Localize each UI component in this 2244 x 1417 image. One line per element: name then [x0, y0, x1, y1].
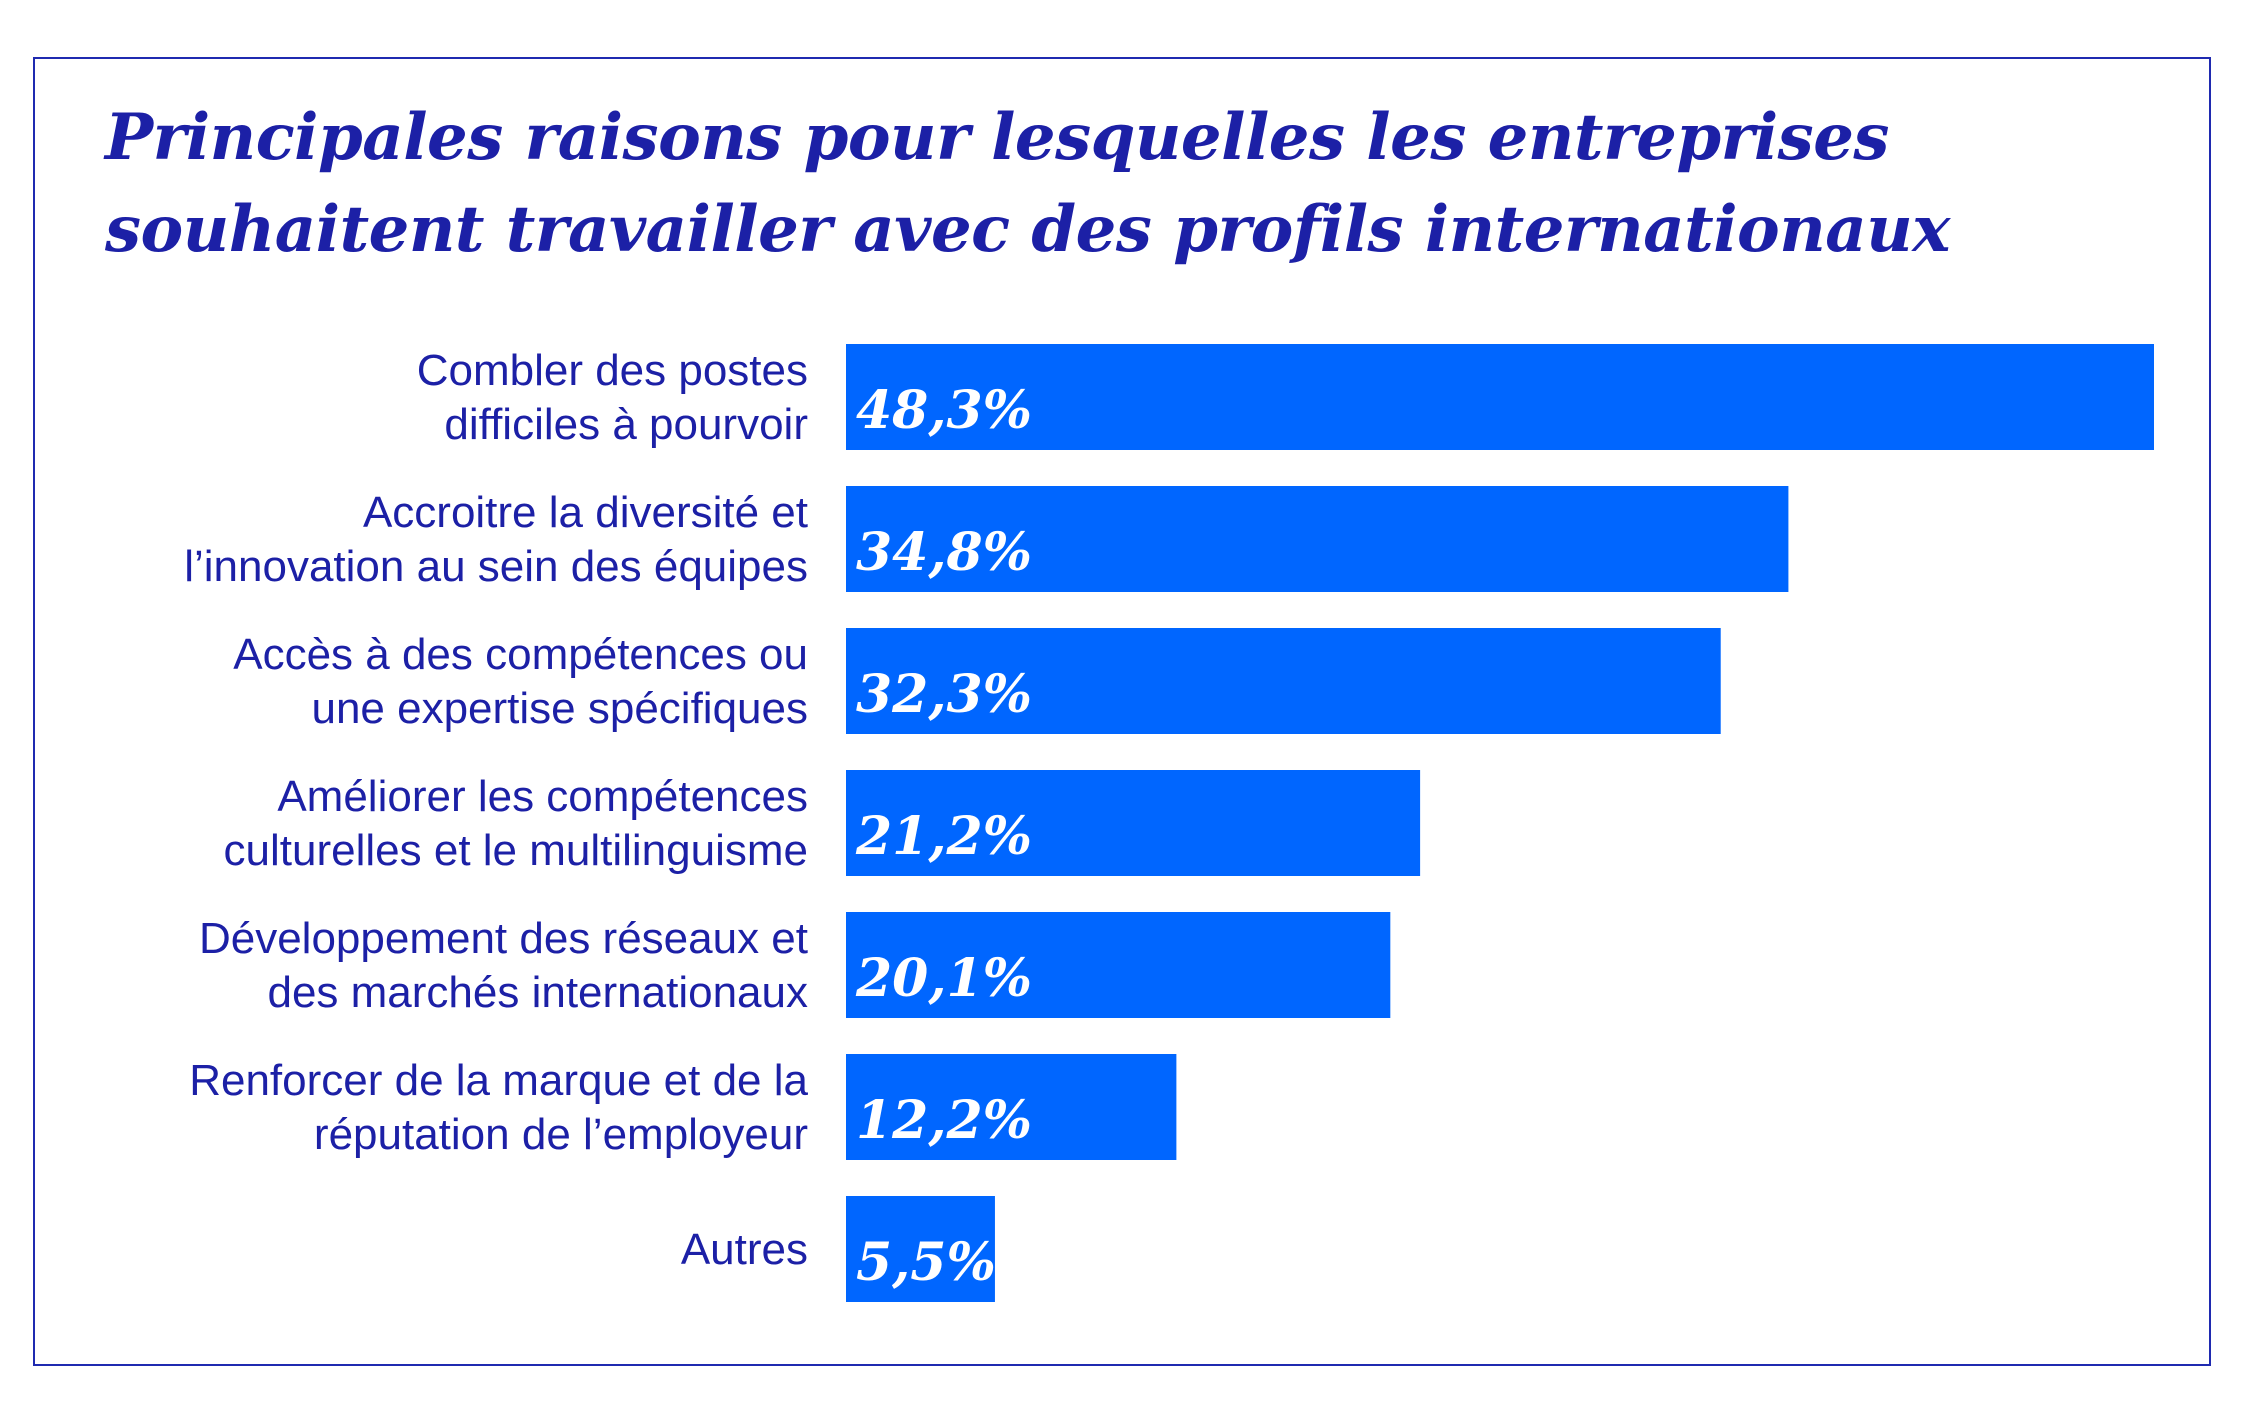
category-label: l’innovation au sein des équipes [184, 542, 808, 591]
bar [846, 628, 1721, 734]
bar-row: 12,2% Renforcer de la marque et de la répu… [189, 1054, 1177, 1160]
bar-row: 48,3% Combler des postes difficiles à pour… [417, 344, 2154, 450]
category-label: Accroitre la diversité et [363, 488, 808, 537]
bar [846, 1054, 1177, 1160]
bar-value-label: 20,1% [855, 948, 1032, 1009]
bar-value-label: 21,2% [855, 806, 1032, 867]
bar-row: 32,3% Accès à des compétences ou une exper… [233, 628, 1721, 734]
category-label: des marchés internationaux [267, 968, 808, 1017]
category-label: réputation de l’employeur [314, 1110, 808, 1159]
bar-value-label: 48,3% [856, 380, 1032, 441]
chart-title-line-1: Principales raisons pour lesquelles les … [105, 100, 1889, 175]
bar-row: 5,5% Autres [681, 1196, 996, 1302]
bar-row: 34,8% Accroitre la diversité et l’innovati… [184, 486, 1789, 592]
bar [846, 486, 1789, 592]
bar-value-label: 5,5% [856, 1232, 996, 1293]
category-label: Améliorer les compétences [277, 772, 808, 821]
bar-value-label: 34,8% [856, 522, 1032, 583]
bar-row: 21,2% Améliorer les compétences culturelle… [224, 770, 1421, 876]
chart-frame [33, 57, 2211, 1366]
bar-row: 20,1% Développement des réseaux et des mar… [199, 912, 1391, 1018]
category-label: Autres [681, 1225, 808, 1274]
category-label: Développement des réseaux et [199, 914, 808, 963]
category-label: une expertise spécifiques [311, 684, 808, 733]
bar [846, 770, 1421, 876]
bar-value-label: 12,2% [856, 1090, 1032, 1151]
category-label: Accès à des compétences ou [233, 630, 808, 679]
category-label: Renforcer de la marque et de la [189, 1056, 808, 1105]
bar-value-label: 32,3% [856, 664, 1032, 725]
chart-title: Principales raisons pour lesquelles les … [105, 92, 2185, 276]
category-label: difficiles à pourvoir [444, 400, 808, 449]
bar [846, 912, 1391, 1018]
category-label: culturelles et le multilinguisme [224, 826, 808, 875]
category-label: Combler des postes [417, 346, 808, 395]
chart-title-line-2: souhaitent travailler avec des profils i… [105, 192, 1950, 267]
bar [846, 344, 2154, 450]
bar [846, 1196, 995, 1302]
